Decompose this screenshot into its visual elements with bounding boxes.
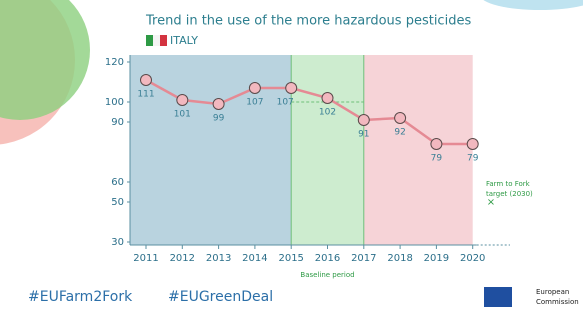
y-tick-label: 30 bbox=[111, 237, 124, 248]
value-label: 102 bbox=[319, 108, 336, 118]
value-label: 101 bbox=[174, 110, 191, 120]
slide: Trend in the use of the more hazardous p… bbox=[0, 0, 583, 312]
logo-text: Commission bbox=[536, 298, 579, 306]
y-tick-label: 120 bbox=[105, 57, 124, 68]
x-tick-label: 2014 bbox=[242, 253, 267, 264]
x-tick-label: 2012 bbox=[170, 253, 195, 264]
target-label: Farm to Fork bbox=[486, 180, 531, 188]
x-tick-label: 2020 bbox=[460, 253, 485, 264]
plot: 30 50 60 90 100 120 2011 2012 2013 2014 2015 2016 20… bbox=[105, 55, 533, 279]
data-point bbox=[213, 99, 224, 110]
value-label: 79 bbox=[467, 154, 479, 164]
y-tick-label: 100 bbox=[105, 97, 124, 108]
data-point bbox=[358, 115, 369, 126]
target-mark: × bbox=[487, 197, 495, 208]
y-tick-label: 60 bbox=[111, 177, 124, 188]
x-tick-label: 2013 bbox=[206, 253, 231, 264]
x-tick-label: 2017 bbox=[351, 253, 376, 264]
decor-circle bbox=[0, 0, 90, 120]
data-point bbox=[177, 95, 188, 106]
data-point bbox=[467, 139, 478, 150]
decor-shape bbox=[480, 0, 583, 10]
flag-green bbox=[146, 35, 153, 46]
value-label: 99 bbox=[213, 114, 225, 124]
value-label: 92 bbox=[394, 128, 405, 138]
data-point bbox=[322, 93, 333, 104]
data-point bbox=[395, 113, 406, 124]
country: ITALY bbox=[170, 34, 198, 47]
data-point bbox=[431, 139, 442, 150]
eu-flag bbox=[484, 287, 512, 307]
x-tick-label: 2011 bbox=[133, 253, 158, 264]
y-tick-label: 90 bbox=[111, 117, 124, 128]
x-tick-label: 2016 bbox=[315, 253, 340, 264]
baseline-label: Baseline period bbox=[300, 271, 354, 279]
data-point bbox=[141, 75, 152, 86]
x-tick-label: 2018 bbox=[387, 253, 412, 264]
value-label: 91 bbox=[358, 130, 369, 140]
x-tick-label: 2015 bbox=[278, 253, 303, 264]
data-point bbox=[286, 83, 297, 94]
hashtag: #EUFarm2Fork bbox=[28, 289, 133, 305]
flag-white bbox=[153, 35, 160, 46]
logo-text: European bbox=[536, 288, 569, 296]
value-label: 107 bbox=[277, 98, 294, 108]
hashtag: #EUGreenDeal bbox=[168, 289, 273, 305]
value-label: 111 bbox=[137, 90, 154, 100]
x-tick-label: 2019 bbox=[424, 253, 449, 264]
period-bg bbox=[291, 55, 364, 245]
data-point bbox=[249, 83, 260, 94]
value-label: 79 bbox=[431, 154, 443, 164]
value-label: 107 bbox=[246, 98, 263, 108]
page: Trend in the use of the more hazardous p… bbox=[0, 0, 583, 312]
period-bg bbox=[364, 55, 473, 245]
y-tick-label: 50 bbox=[111, 197, 124, 208]
flag-red bbox=[160, 35, 167, 46]
chart-title: Trend in the use of the more hazardous p… bbox=[145, 14, 471, 29]
